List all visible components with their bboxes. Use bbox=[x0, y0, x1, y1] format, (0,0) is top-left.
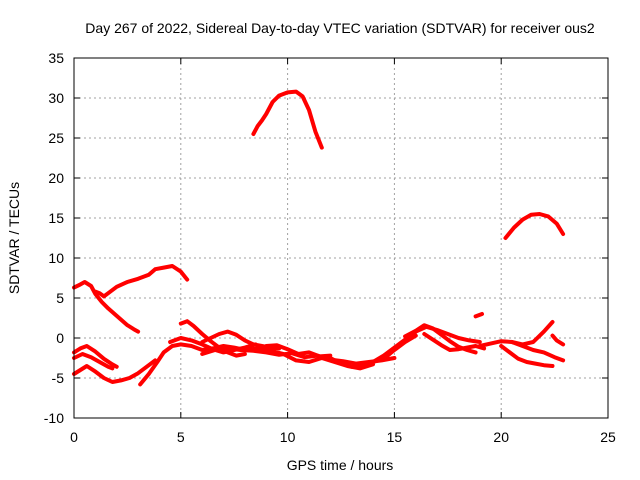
y-tick-label: 20 bbox=[48, 170, 64, 186]
x-tick-label: 10 bbox=[280, 429, 296, 445]
x-axis-label: GPS time / hours bbox=[287, 457, 394, 473]
y-tick-label: -5 bbox=[52, 370, 65, 386]
axis-ticks: 0 5 10 15 20 25 -10 -5 0 5 10 15 20 25 30 35 bbox=[44, 50, 616, 445]
series-track-23 bbox=[251, 89, 324, 150]
y-tick-label: 15 bbox=[48, 210, 64, 226]
y-tick-label: -10 bbox=[44, 410, 64, 426]
series-track-19 bbox=[499, 344, 555, 368]
y-tick-label: 35 bbox=[48, 50, 64, 66]
x-tick-label: 25 bbox=[600, 429, 616, 445]
y-tick-label: 30 bbox=[48, 90, 64, 106]
series-track-4 bbox=[72, 358, 158, 384]
series-track-8 bbox=[178, 319, 247, 358]
series-track-12 bbox=[264, 343, 333, 359]
series-track-2 bbox=[93, 264, 190, 299]
series-track-5 bbox=[72, 352, 115, 371]
y-tick-label: 10 bbox=[48, 250, 64, 266]
series-track-6 bbox=[138, 342, 247, 387]
series-track-16 bbox=[422, 332, 487, 352]
x-tick-label: 20 bbox=[493, 429, 509, 445]
series-track-21 bbox=[550, 333, 566, 347]
y-tick-label: 25 bbox=[48, 130, 64, 146]
series-track-20 bbox=[509, 340, 566, 363]
x-tick-label: 15 bbox=[387, 429, 403, 445]
gridlines bbox=[74, 58, 608, 418]
y-tick-label: 0 bbox=[56, 330, 64, 346]
series-track-1 bbox=[72, 280, 141, 334]
y-tick-label: 5 bbox=[56, 290, 64, 306]
x-tick-label: 5 bbox=[177, 429, 185, 445]
series-track-3 bbox=[72, 344, 119, 369]
series-track-22 bbox=[503, 212, 566, 240]
y-axis-label: SDTVAR / TECUs bbox=[6, 182, 22, 294]
x-tick-label: 0 bbox=[70, 429, 78, 445]
plot-frame bbox=[73, 57, 609, 419]
series-track-17 bbox=[473, 312, 484, 319]
data-tracks bbox=[72, 89, 566, 387]
chart-title: Day 267 of 2022, Sidereal Day-to-day VTE… bbox=[85, 20, 595, 36]
